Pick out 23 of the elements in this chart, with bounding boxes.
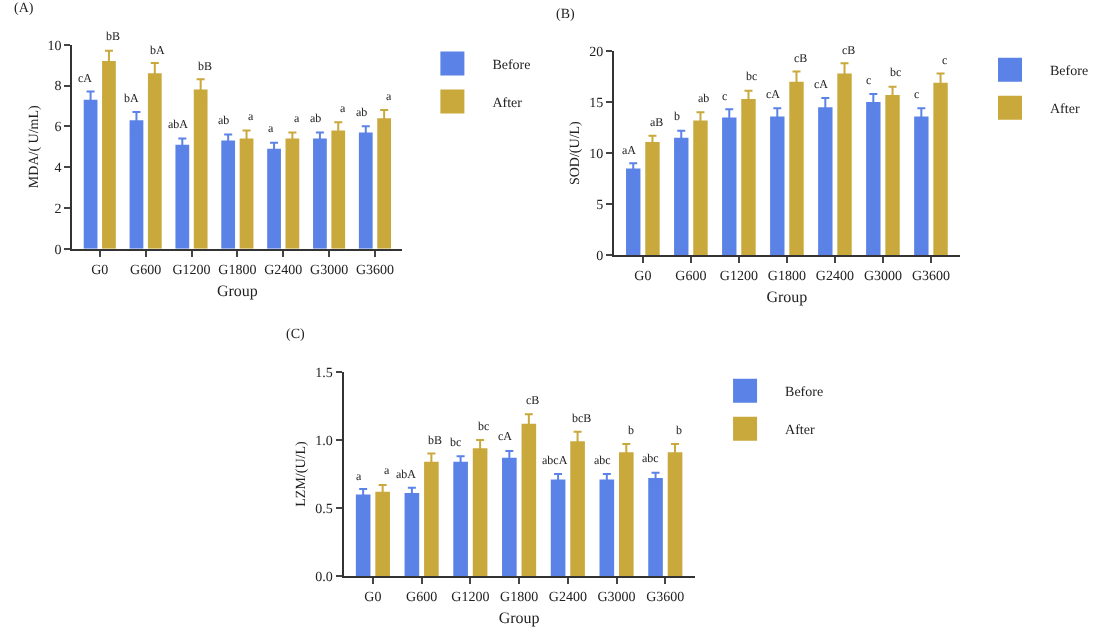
x-axis-title: Group bbox=[498, 609, 540, 628]
bar bbox=[645, 141, 660, 256]
bar bbox=[674, 137, 689, 256]
bar bbox=[550, 479, 566, 577]
bar bbox=[626, 168, 641, 256]
bar bbox=[221, 140, 236, 249]
bar bbox=[375, 491, 390, 577]
bar bbox=[175, 144, 190, 249]
bar bbox=[599, 479, 615, 577]
bar bbox=[424, 461, 439, 577]
bar bbox=[648, 478, 663, 577]
bar bbox=[885, 94, 900, 256]
bar bbox=[358, 132, 373, 249]
bar bbox=[355, 494, 371, 577]
x-axis-title: Group bbox=[766, 288, 808, 307]
bar bbox=[502, 457, 517, 577]
x-axis-title: Group bbox=[216, 281, 258, 300]
bar bbox=[453, 461, 468, 577]
bar bbox=[313, 138, 327, 249]
bar bbox=[404, 493, 420, 577]
bar bbox=[285, 138, 300, 249]
bar bbox=[267, 148, 281, 249]
bar bbox=[83, 99, 98, 249]
